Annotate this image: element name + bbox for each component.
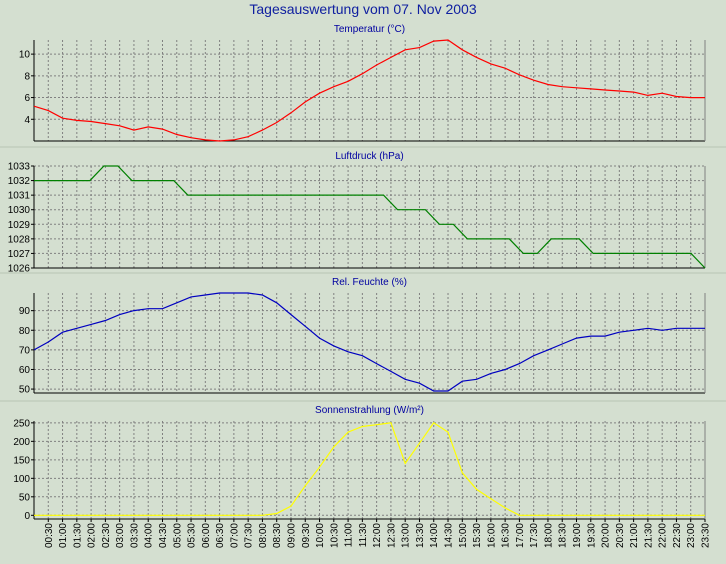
x-tick-label: 20:00 <box>601 523 612 548</box>
temperature-title: Temperatur (°C) <box>334 24 405 35</box>
x-tick-label: 10:30 <box>329 523 340 548</box>
x-tick-label: 04:00 <box>144 523 155 548</box>
solar-ytick-label: 100 <box>13 474 30 485</box>
pressure-ytick-label: 1026 <box>8 264 31 275</box>
x-tick-label: 07:00 <box>229 523 240 548</box>
humidity-series-line <box>33 292 705 392</box>
x-tick-label: 01:30 <box>72 523 83 548</box>
x-tick-label: 17:00 <box>515 523 526 548</box>
x-tick-label: 14:30 <box>444 523 455 548</box>
x-tick-label: 09:00 <box>286 523 297 548</box>
solar-ytick-label: 200 <box>13 437 30 448</box>
humidity-ytick-label: 80 <box>19 326 31 337</box>
pressure-ytick-label: 1028 <box>8 234 31 245</box>
x-tick-label: 06:30 <box>215 523 226 548</box>
x-tick-label: 12:00 <box>372 523 383 548</box>
x-tick-label: 18:30 <box>558 523 569 548</box>
solar-title: Sonnenstrahlung (W/m²) <box>315 405 424 416</box>
x-tick-label: 11:00 <box>344 523 355 548</box>
solar-ytick-label: 150 <box>13 455 30 466</box>
humidity-ytick-label: 50 <box>19 385 31 396</box>
temperature-ytick-label: 10 <box>19 50 31 61</box>
x-tick-label: 02:30 <box>101 523 112 548</box>
x-tick-label: 05:30 <box>187 523 198 548</box>
x-tick-label: 23:30 <box>701 523 712 548</box>
pressure-series-line <box>34 165 706 269</box>
x-tick-label: 11:30 <box>358 523 369 548</box>
x-tick-label: 13:00 <box>401 523 412 548</box>
x-tick-label: 04:30 <box>158 523 169 548</box>
pressure-ytick-label: 1031 <box>8 191 31 202</box>
pressure-title: Luftdruck (hPa) <box>335 151 403 162</box>
solar-ytick-label: 50 <box>19 492 31 503</box>
pressure-ytick-label: 1029 <box>8 220 31 231</box>
x-tick-label: 16:00 <box>486 523 497 548</box>
x-tick-label: 12:30 <box>386 523 397 548</box>
x-tick-label: 16:30 <box>501 523 512 548</box>
pressure-ytick-label: 1027 <box>8 249 31 260</box>
x-tick-label: 02:00 <box>87 523 98 548</box>
x-tick-label: 20:30 <box>615 523 626 548</box>
x-tick-label: 06:00 <box>201 523 212 548</box>
x-tick-label: 05:00 <box>172 523 183 548</box>
x-tick-label: 15:30 <box>472 523 483 548</box>
temperature-ytick-label: 8 <box>24 71 30 82</box>
x-tick-label: 03:00 <box>115 523 126 548</box>
x-tick-label: 15:00 <box>458 523 469 548</box>
humidity-ytick-label: 90 <box>19 306 31 317</box>
solar-ytick-label: 0 <box>24 511 30 522</box>
x-tick-label: 22:30 <box>672 523 683 548</box>
x-tick-label: 23:00 <box>686 523 697 548</box>
humidity-ytick-label: 60 <box>19 365 31 376</box>
temperature-ytick-label: 4 <box>24 115 30 126</box>
x-tick-label: 19:30 <box>586 523 597 548</box>
pressure-ytick-label: 1033 <box>8 162 31 173</box>
humidity-ytick-label: 70 <box>19 345 31 356</box>
x-tick-label: 08:30 <box>272 523 283 548</box>
x-tick-label: 17:30 <box>529 523 540 548</box>
x-tick-label: 13:30 <box>415 523 426 548</box>
x-tick-label: 01:00 <box>58 523 69 548</box>
x-tick-label: 08:00 <box>258 523 269 548</box>
humidity-title: Rel. Feuchte (%) <box>332 277 407 288</box>
x-tick-label: 19:00 <box>572 523 583 548</box>
x-tick-label: 18:00 <box>543 523 554 548</box>
solar-ytick-label: 250 <box>13 418 30 429</box>
x-tick-label: 03:30 <box>129 523 140 548</box>
x-tick-label: 22:00 <box>658 523 669 548</box>
pressure-ytick-label: 1032 <box>8 176 31 187</box>
temperature-ytick-label: 6 <box>24 93 30 104</box>
page-title: Tagesauswertung vom 07. Nov 2003 <box>249 1 477 17</box>
solar-series-line <box>34 421 705 516</box>
pressure-ytick-label: 1030 <box>8 205 31 216</box>
temperature-series-line <box>33 39 705 142</box>
x-tick-label: 10:00 <box>315 523 326 548</box>
x-tick-label: 00:30 <box>44 523 55 548</box>
x-tick-label: 21:30 <box>643 523 654 548</box>
x-tick-label: 14:00 <box>429 523 440 548</box>
x-tick-label: 21:00 <box>629 523 640 548</box>
x-tick-label: 09:30 <box>301 523 312 548</box>
x-tick-label: 07:30 <box>244 523 255 548</box>
